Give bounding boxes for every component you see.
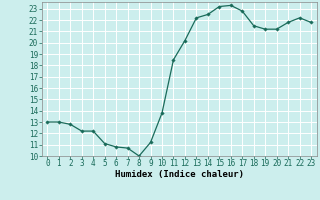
- X-axis label: Humidex (Indice chaleur): Humidex (Indice chaleur): [115, 170, 244, 179]
